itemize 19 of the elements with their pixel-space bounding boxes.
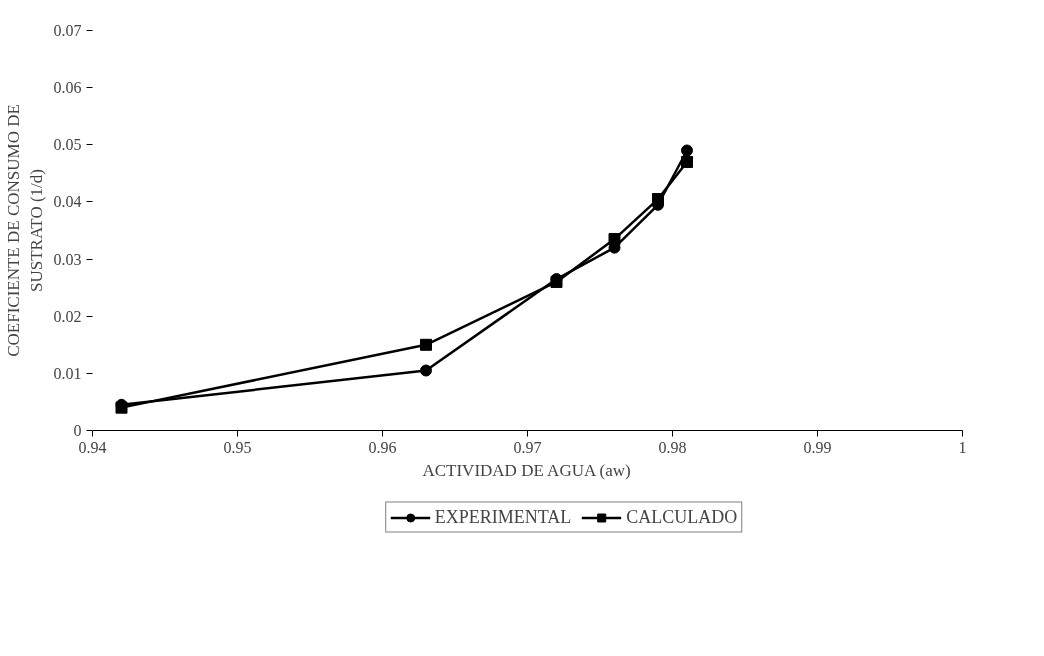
x-tick-label: 0.97	[513, 438, 542, 456]
x-tick-label: 0.94	[78, 438, 107, 456]
legend-label: CALCULADO	[626, 506, 738, 528]
x-tick-label: 1	[958, 438, 967, 456]
x-tick-label: 0.99	[803, 438, 832, 456]
x-tick-label: 0.96	[368, 438, 397, 456]
y-tick-label: 0.01	[53, 364, 82, 382]
x-tick-label: 0.95	[223, 438, 252, 456]
x-axis-title: ACTIVIDAD DE AGUA (aw)	[422, 460, 631, 480]
y-tick-label: 0	[73, 422, 82, 439]
y-tick-label: 0.05	[53, 136, 82, 154]
y-axis-title: COEFICIENTE DE CONSUMO DE SUSTRATO (1/d)	[3, 104, 46, 357]
y-tick-label: 0.07	[53, 22, 82, 39]
legend-label: EXPERIMENTAL	[434, 506, 572, 528]
y-tick-label: 0.06	[53, 79, 82, 97]
y-tick-label: 0.04	[53, 193, 82, 211]
y-tick-label: 0.02	[53, 307, 82, 325]
x-tick-label: 0.98	[658, 438, 687, 456]
y-tick-label: 0.03	[53, 250, 82, 268]
